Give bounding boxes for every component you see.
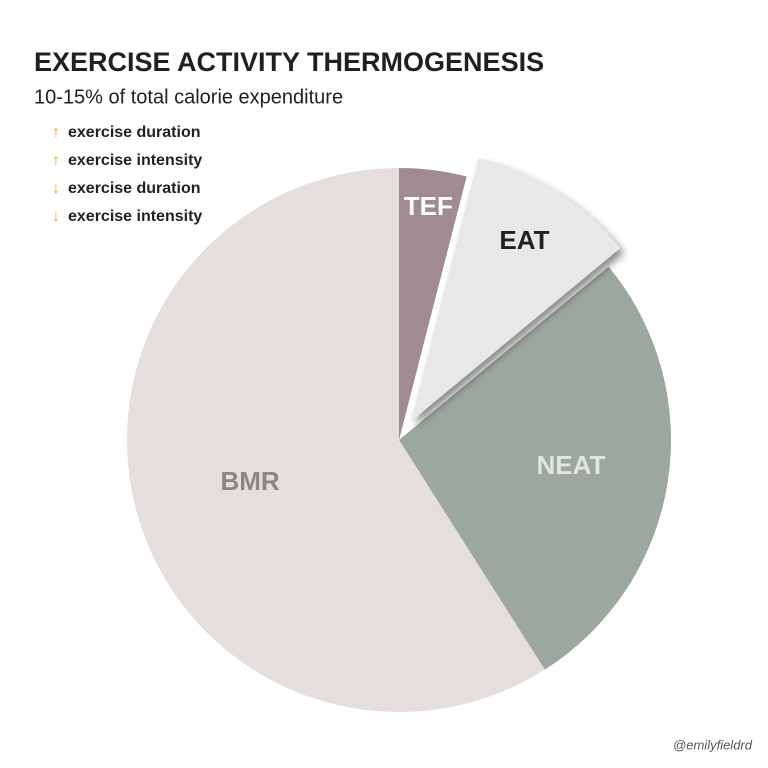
legend-arrow: ↓ xyxy=(52,208,60,225)
pie-slice xyxy=(399,266,671,670)
slice-label: TEF xyxy=(404,191,453,221)
legend: ↑ exercise duration ↑ exercise intensity ↓ ex… xyxy=(52,124,202,225)
slice-label: EAT xyxy=(499,225,549,255)
legend-text: exercise intensity xyxy=(68,208,202,225)
legend-text: exercise duration xyxy=(68,124,201,141)
pie-slice xyxy=(399,168,467,440)
chart-subtitle: 10-15% of total calorie expenditure xyxy=(34,86,343,108)
chart-title: EXERCISE ACTIVITY THERMOGENESIS xyxy=(34,47,544,77)
legend-text: exercise duration xyxy=(68,180,201,197)
credit: @emilyfieldrd xyxy=(673,737,753,752)
slice-label: BMR xyxy=(221,466,280,496)
legend-arrow: ↑ xyxy=(52,124,60,141)
legend-arrow: ↑ xyxy=(52,152,60,169)
legend-arrow: ↓ xyxy=(52,180,60,197)
pie-slice xyxy=(410,157,621,422)
pie: TEF NEAT BMR EAT xyxy=(126,157,671,712)
legend-text: exercise intensity xyxy=(68,152,202,169)
pie-slice xyxy=(126,167,545,712)
slice-label: NEAT xyxy=(537,450,606,480)
